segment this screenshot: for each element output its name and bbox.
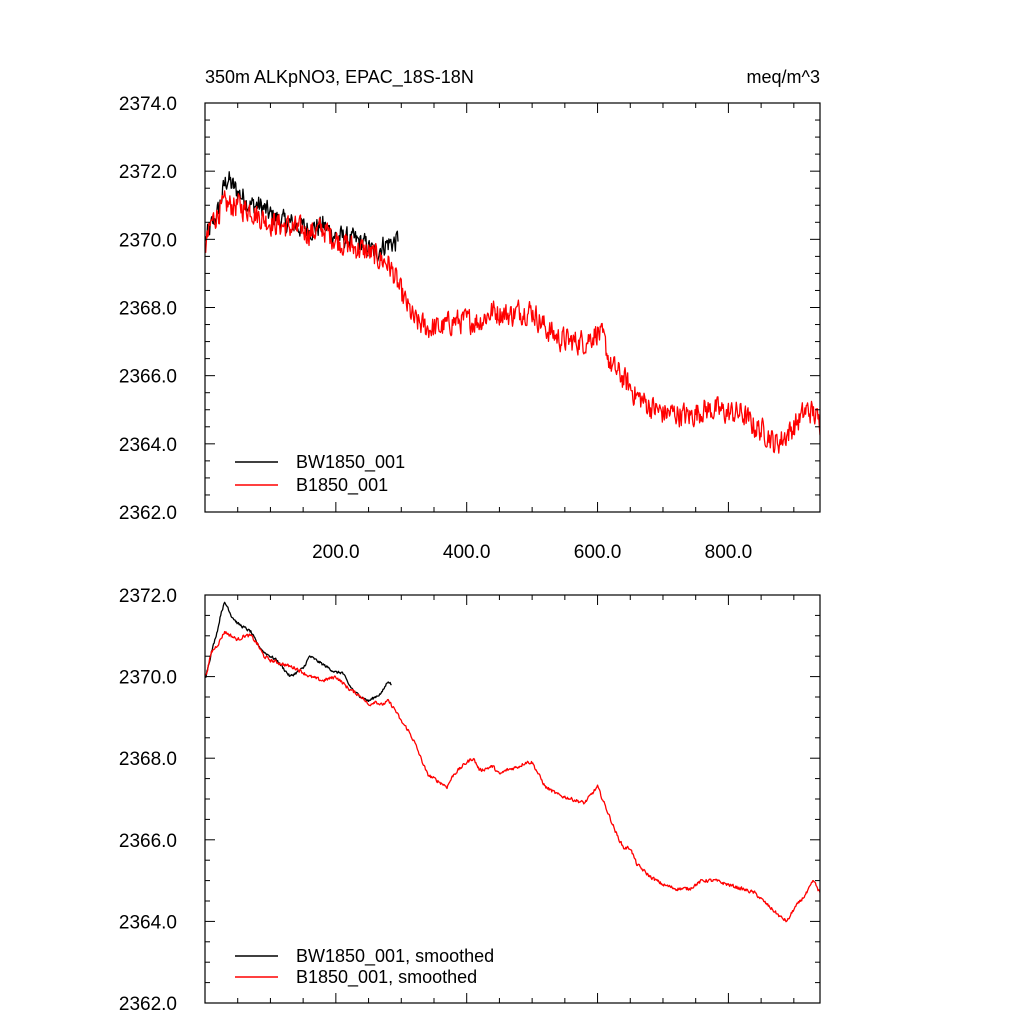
y-tick-label: 2364.0 bbox=[119, 435, 177, 456]
x-tick-label: 200.0 bbox=[312, 542, 360, 563]
top-plot-frame bbox=[204, 102, 821, 513]
legend-label: B1850_001 bbox=[296, 475, 388, 496]
y-tick-label: 2370.0 bbox=[119, 230, 177, 251]
legend-label: BW1850_001, smoothed bbox=[296, 946, 494, 967]
bottom-plot-area bbox=[205, 601, 820, 923]
series-line-0-1 bbox=[205, 190, 820, 454]
bottom-panel: 2362.0 2364.0 2366.0 2368.0 2370.0 2372.0 BW1… bbox=[119, 586, 821, 1015]
series-line-1-0 bbox=[205, 601, 392, 703]
y-tick-label: 2362.0 bbox=[119, 994, 177, 1015]
y-tick-label: 2374.0 bbox=[119, 94, 177, 115]
y-tick-label: 2368.0 bbox=[119, 299, 177, 320]
top-panel: 350m ALKpNO3, EPAC_18S-18N meq/m^3 2362.… bbox=[119, 67, 821, 563]
bottom-axis-ticks: 2362.0 2364.0 2366.0 2368.0 2370.0 2372.0 bbox=[119, 586, 820, 1015]
legend-label: BW1850_001 bbox=[296, 452, 405, 473]
top-plot-area bbox=[205, 171, 820, 454]
x-tick-label: 800.0 bbox=[705, 542, 753, 563]
y-tick-label: 2372.0 bbox=[119, 162, 177, 183]
y-tick-label: 2372.0 bbox=[119, 586, 177, 607]
top-axis-ticks: 2362.0 2364.0 2366.0 2368.0 2370.0 2372.0 2374… bbox=[119, 94, 820, 563]
top-chart-title: 350m ALKpNO3, EPAC_18S-18N bbox=[205, 67, 474, 88]
y-tick-label: 2368.0 bbox=[119, 749, 177, 770]
legend-label: B1850_001, smoothed bbox=[296, 967, 477, 988]
series-line-1-1 bbox=[205, 630, 820, 923]
y-tick-label: 2370.0 bbox=[119, 668, 177, 689]
y-tick-label: 2366.0 bbox=[119, 367, 177, 388]
y-tick-label: 2366.0 bbox=[119, 831, 177, 852]
y-tick-label: 2364.0 bbox=[119, 912, 177, 933]
y-tick-label: 2362.0 bbox=[119, 503, 177, 524]
x-tick-label: 600.0 bbox=[574, 542, 622, 563]
top-chart-units: meq/m^3 bbox=[747, 67, 820, 87]
bottom-plot-frame bbox=[204, 594, 821, 1004]
x-tick-label: 400.0 bbox=[443, 542, 491, 563]
